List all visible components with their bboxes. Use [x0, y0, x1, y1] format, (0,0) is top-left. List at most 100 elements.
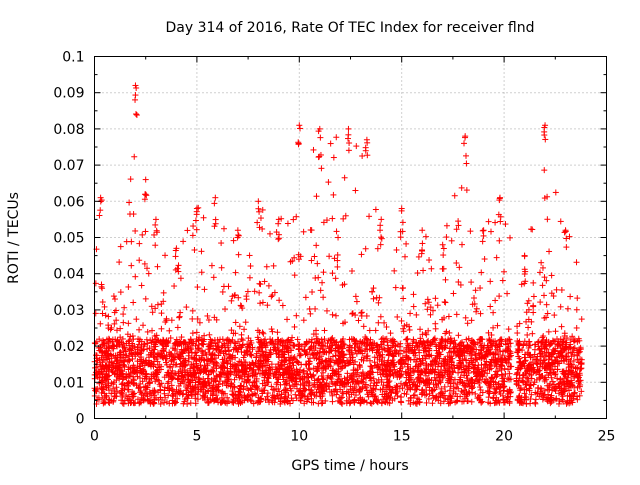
- data-point: [405, 397, 412, 404]
- data-point: [415, 253, 422, 260]
- data-point: [514, 330, 521, 337]
- x-tick-label: 5: [192, 429, 201, 445]
- data-point: [284, 337, 291, 344]
- data-point: [377, 241, 384, 248]
- y-tick-label: 0.08: [53, 122, 84, 138]
- data-point: [567, 357, 574, 364]
- data-point: [383, 323, 390, 330]
- data-point: [363, 353, 370, 360]
- data-point: [472, 370, 479, 377]
- data-point: [419, 227, 426, 234]
- data-point: [576, 348, 583, 355]
- data-point: [157, 400, 164, 407]
- data-point: [246, 274, 253, 281]
- data-point: [356, 361, 363, 368]
- data-point: [171, 347, 178, 354]
- data-point: [370, 285, 377, 292]
- data-point: [220, 225, 227, 232]
- data-point: [561, 333, 568, 340]
- data-point: [364, 352, 371, 359]
- data-point: [502, 221, 509, 228]
- data-point: [190, 340, 197, 347]
- data-point: [176, 313, 183, 320]
- data-point: [123, 392, 130, 399]
- y-tick-label: 0.03: [53, 303, 84, 319]
- data-point: [563, 356, 570, 363]
- data-point: [494, 368, 501, 375]
- data-point: [551, 363, 558, 370]
- chart-title: Day 314 of 2016, Rate Of TEC Index for r…: [166, 20, 535, 36]
- data-point: [196, 319, 203, 326]
- data-point: [212, 216, 219, 223]
- data-point: [538, 391, 545, 398]
- data-point: [515, 341, 522, 348]
- data-point: [204, 387, 211, 394]
- data-point: [565, 350, 572, 357]
- data-point: [268, 361, 275, 368]
- data-point: [92, 280, 99, 287]
- data-point: [525, 344, 532, 351]
- data-point: [276, 388, 283, 395]
- data-point: [419, 247, 426, 254]
- data-point: [456, 264, 463, 271]
- data-point: [567, 349, 574, 356]
- data-point: [106, 343, 113, 350]
- data-point: [162, 319, 169, 326]
- data-point: [332, 275, 339, 282]
- data-point: [268, 293, 275, 300]
- data-point: [108, 390, 115, 397]
- data-point: [403, 240, 410, 247]
- data-point: [152, 242, 159, 249]
- data-point: [372, 206, 379, 213]
- data-point: [439, 265, 446, 272]
- data-point: [373, 379, 380, 386]
- data-point: [265, 282, 272, 289]
- data-point: [257, 215, 264, 222]
- data-point: [161, 384, 168, 391]
- data-point: [99, 310, 106, 317]
- data-point: [189, 315, 196, 322]
- data-point: [125, 320, 132, 327]
- data-point: [178, 372, 185, 379]
- data-point: [306, 305, 313, 312]
- data-point: [290, 342, 297, 349]
- data-point: [478, 269, 485, 276]
- data-point: [187, 400, 194, 407]
- data-point: [375, 319, 382, 326]
- data-point: [144, 340, 151, 347]
- data-point: [530, 309, 537, 316]
- data-point: [559, 393, 566, 400]
- data-point: [305, 382, 312, 389]
- data-point: [212, 194, 219, 201]
- data-point: [340, 390, 347, 397]
- data-point: [121, 304, 128, 311]
- data-point: [488, 332, 495, 339]
- data-point: [473, 308, 480, 315]
- data-point: [190, 223, 197, 230]
- data-point: [224, 400, 231, 407]
- data-point: [358, 310, 365, 317]
- data-point: [194, 396, 201, 403]
- data-point: [290, 216, 297, 223]
- data-point: [492, 389, 499, 396]
- data-point: [309, 288, 316, 295]
- data-point: [195, 204, 202, 211]
- data-point: [225, 283, 232, 290]
- data-point: [578, 316, 585, 323]
- data-point: [450, 290, 457, 297]
- data-point: [229, 391, 236, 398]
- data-point: [295, 346, 302, 353]
- data-point: [574, 295, 581, 302]
- data-point: [505, 326, 512, 333]
- data-point: [136, 326, 143, 333]
- data-point: [442, 367, 449, 374]
- y-tick-label: 0: [76, 412, 85, 428]
- data-point: [218, 264, 225, 271]
- data-point: [340, 352, 347, 359]
- data-point: [471, 294, 478, 301]
- data-point: [205, 379, 212, 386]
- data-point: [568, 377, 575, 384]
- data-point: [416, 399, 423, 406]
- data-point: [168, 317, 175, 324]
- data-point: [264, 393, 271, 400]
